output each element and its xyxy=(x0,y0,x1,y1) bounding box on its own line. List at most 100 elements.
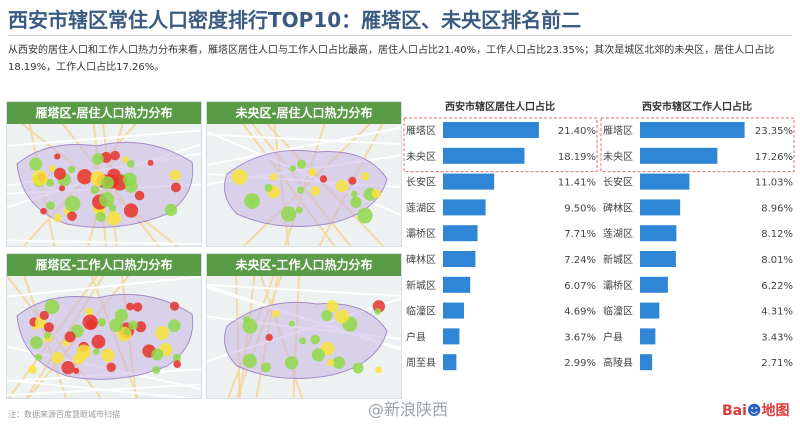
bar xyxy=(443,225,478,242)
heat-spot xyxy=(350,190,358,198)
category-label: 户县 xyxy=(603,330,623,343)
heat-spot xyxy=(51,351,64,364)
value-label: 8.12% xyxy=(761,229,793,240)
heat-spot xyxy=(34,353,43,361)
category-label: 雁塔区 xyxy=(406,124,436,137)
heat-spot xyxy=(357,207,373,224)
value-label: 11.03% xyxy=(755,178,793,189)
heat-spot xyxy=(43,322,54,333)
heat-spot xyxy=(54,153,61,160)
bar xyxy=(640,276,668,293)
category-label: 碑林区 xyxy=(603,201,633,214)
top-highlight-frame xyxy=(600,117,795,173)
heat-spot xyxy=(97,318,107,327)
heat-spot xyxy=(265,333,273,342)
bar xyxy=(640,225,677,242)
category-label: 户县 xyxy=(406,330,426,343)
heat-spot xyxy=(244,193,260,209)
heat-spot xyxy=(170,182,181,193)
heat-spot xyxy=(123,328,131,336)
heat-spot xyxy=(46,178,55,187)
value-label: 7.71% xyxy=(564,229,596,240)
heat-spot xyxy=(29,157,43,171)
heat-spot xyxy=(296,186,304,194)
heat-spot xyxy=(108,204,117,212)
heat-spot xyxy=(155,325,170,340)
heat-spot xyxy=(361,172,370,181)
bar xyxy=(443,251,476,267)
heat-spot xyxy=(122,156,130,164)
bar xyxy=(443,354,457,371)
heat-spot xyxy=(281,206,297,222)
heat-spot xyxy=(106,211,121,226)
bar xyxy=(640,122,745,138)
category-label: 莲湖区 xyxy=(406,202,436,214)
heat-spot xyxy=(31,170,48,186)
data-source-note: 注：数据来源百度慧眼城市扫描 xyxy=(8,410,120,419)
heatmap-yanta-residential xyxy=(7,124,201,246)
heat-spot xyxy=(76,344,91,359)
bar xyxy=(443,147,525,164)
page-title: 西安市辖区常住人口密度排行TOP10：雁塔区、未央区排名前二 xyxy=(8,8,582,32)
heat-spot xyxy=(122,172,137,187)
bar xyxy=(640,302,660,319)
heat-spot xyxy=(296,206,303,214)
road-line xyxy=(7,276,201,298)
heat-spot xyxy=(48,165,56,173)
category-label: 长安区 xyxy=(406,176,436,189)
heat-spot xyxy=(310,185,321,196)
value-label: 2.71% xyxy=(761,358,793,369)
map-panel-yanta-residential: 雁塔区-居住人口热力分布 xyxy=(6,101,202,247)
heat-spot xyxy=(61,361,75,375)
map-title: 雁塔区-工作人口热力分布 xyxy=(7,254,201,276)
bar xyxy=(640,199,681,216)
heat-spot xyxy=(272,310,280,318)
heat-spot xyxy=(106,362,116,373)
heat-spot xyxy=(332,356,346,369)
heat-spot xyxy=(321,309,333,322)
heatmap-yanta-work xyxy=(7,276,201,398)
category-label: 未央区 xyxy=(603,150,633,163)
heat-spot xyxy=(352,362,364,374)
heat-spot xyxy=(135,321,147,333)
value-label: 6.07% xyxy=(564,281,596,292)
heat-spot xyxy=(40,207,47,215)
heat-spot xyxy=(371,188,381,199)
baidu-logo-text: Bai xyxy=(722,403,747,419)
heat-spot xyxy=(242,353,257,368)
heat-spot xyxy=(299,337,307,345)
map-panel-yanta-work: 雁塔区-工作人口热力分布 xyxy=(6,253,202,399)
bar xyxy=(443,199,486,216)
value-label: 8.96% xyxy=(761,203,793,214)
category-label: 高陵县 xyxy=(603,356,633,369)
heat-spot xyxy=(296,159,306,169)
road-line xyxy=(207,133,401,146)
heat-spot xyxy=(169,301,180,311)
paw-icon: ☻ xyxy=(746,403,762,419)
heat-spot xyxy=(147,159,154,166)
category-label: 灞桥区 xyxy=(406,228,436,240)
heat-spot xyxy=(284,356,299,370)
title-divider xyxy=(8,35,792,36)
value-label: 11.41% xyxy=(558,178,596,189)
category-label: 雁塔区 xyxy=(603,124,633,137)
value-label: 3.67% xyxy=(564,332,596,343)
chart-title: 西安市辖区居住人口占比 xyxy=(445,100,555,113)
heat-spot xyxy=(326,359,335,367)
heat-spot xyxy=(126,302,135,311)
map-title: 未央区-工作人口热力分布 xyxy=(207,254,401,276)
heat-spot xyxy=(67,165,76,174)
heat-spot xyxy=(100,176,114,190)
heat-spot xyxy=(231,168,248,185)
heat-spot xyxy=(91,334,106,349)
heat-spot xyxy=(53,167,66,180)
heat-spot xyxy=(173,360,182,368)
heat-spot xyxy=(28,365,37,374)
category-label: 临潼区 xyxy=(603,305,633,318)
heat-spot xyxy=(261,362,272,373)
category-label: 未央区 xyxy=(406,150,436,163)
heat-spot xyxy=(310,334,320,345)
heat-spot xyxy=(39,310,49,320)
map-panel-weiyang-work: 未央区-工作人口热力分布 xyxy=(206,253,402,399)
value-label: 6.22% xyxy=(761,281,793,292)
